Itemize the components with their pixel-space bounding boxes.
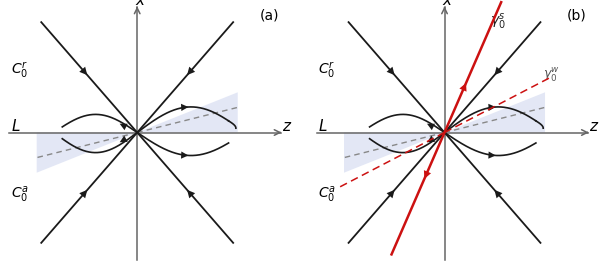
Text: $\gamma_0^w$: $\gamma_0^w$ [543,66,560,84]
Text: (b): (b) [566,8,586,22]
Text: $x$: $x$ [135,0,146,8]
Polygon shape [344,132,445,173]
Text: (a): (a) [259,8,279,22]
Text: $C_0^a$: $C_0^a$ [11,185,29,205]
Text: $C_0^a$: $C_0^a$ [319,185,337,205]
Polygon shape [445,92,545,132]
Text: $\gamma_0^s$: $\gamma_0^s$ [490,12,506,32]
Text: $x$: $x$ [442,0,454,8]
Polygon shape [37,132,137,173]
Text: $z$: $z$ [281,119,292,134]
Text: $z$: $z$ [589,119,599,134]
Text: $L$: $L$ [319,118,328,134]
Text: $C_0^r$: $C_0^r$ [319,60,335,80]
Text: $L$: $L$ [11,118,20,134]
Text: $C_0^r$: $C_0^r$ [11,60,28,80]
Polygon shape [137,92,238,132]
